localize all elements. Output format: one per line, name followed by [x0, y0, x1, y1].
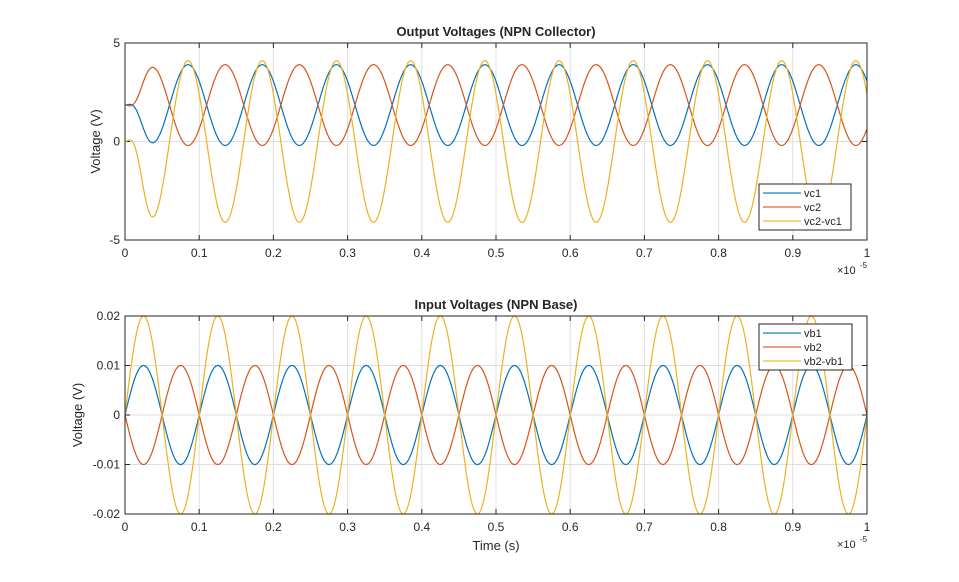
- series-line-vc2: [125, 64, 867, 147]
- y-tick-label: -0.02: [93, 507, 121, 521]
- y-axis-label: Voltage (V): [70, 383, 85, 447]
- y-tick-label: -5: [109, 233, 120, 247]
- axes-1: 0 0.1 0.2 0.3 0.4 0.5 0.6 0.7 0.8 0.9 150-5Output …: [88, 24, 871, 277]
- x-tick-label: 0.7: [636, 520, 653, 534]
- x-tick-label: 0.4: [413, 520, 430, 534]
- legend: vb1 vb2 vb2-vb1: [758, 323, 853, 371]
- x-tick-label: 0.5: [488, 520, 505, 534]
- y-tick-label: 0: [113, 408, 120, 422]
- x-tick-label: 0.1: [191, 246, 208, 260]
- y-tick-label: 0.01: [97, 359, 121, 373]
- series-line-vc2-vc1: [125, 60, 867, 223]
- x-tick-label: 0.3: [339, 246, 356, 260]
- x-tick-label: 0.6: [562, 246, 579, 260]
- y-axis-label: Voltage (V): [88, 109, 103, 173]
- series-line-vc1: [125, 64, 867, 147]
- y-tick-label: 5: [113, 36, 120, 50]
- axes-box: [124, 42, 868, 241]
- legend-label: vc2: [804, 202, 821, 214]
- legend: vc1 vc2 vc2-vc1: [758, 183, 852, 231]
- legend-label: vc1: [804, 188, 821, 200]
- x-tick-label: 0.1: [191, 520, 208, 534]
- x-tick-label: 0: [122, 520, 129, 534]
- x-tick-label: 0.6: [562, 520, 579, 534]
- x-exponent: -5: [860, 535, 868, 544]
- axes-2: 0 0.1 0.2 0.3 0.4 0.5 0.6 0.7 0.8 0.9 10.020.010-0…: [70, 297, 871, 553]
- x-tick-label: 0.3: [339, 520, 356, 534]
- y-tick-label: 0.02: [97, 309, 121, 323]
- y-tick-label: -0.01: [93, 458, 121, 472]
- legend-label: vb2-vb1: [804, 356, 843, 368]
- chart-title: Output Voltages (NPN Collector): [396, 24, 595, 39]
- x-exponent: -5: [860, 261, 868, 270]
- x-tick-label: 0: [122, 246, 129, 260]
- x-tick-label: 1: [864, 520, 871, 534]
- x-tick-label: 0.9: [784, 246, 801, 260]
- y-tick-label: 0: [113, 135, 120, 149]
- x-exponent-label: ×10: [837, 265, 856, 277]
- x-exponent-label: ×10: [837, 539, 856, 551]
- x-tick-label: 0.9: [784, 520, 801, 534]
- x-tick-label: 0.4: [413, 246, 430, 260]
- chart-title: Input Voltages (NPN Base): [414, 297, 577, 312]
- x-tick-label: 0.2: [265, 520, 282, 534]
- legend-label: vb1: [804, 328, 822, 340]
- x-axis-label: Time (s): [472, 538, 519, 553]
- x-tick-label: 0.2: [265, 246, 282, 260]
- x-tick-label: 0.8: [710, 520, 727, 534]
- legend-label: vb2: [804, 342, 822, 354]
- series-line-vb2-vb1: [125, 315, 867, 515]
- x-tick-label: 0.7: [636, 246, 653, 260]
- axes-box: [124, 315, 868, 515]
- x-tick-label: 0.8: [710, 246, 727, 260]
- legend-label: vc2-vc1: [804, 216, 842, 228]
- x-tick-label: 1: [864, 246, 871, 260]
- x-tick-label: 0.5: [488, 246, 505, 260]
